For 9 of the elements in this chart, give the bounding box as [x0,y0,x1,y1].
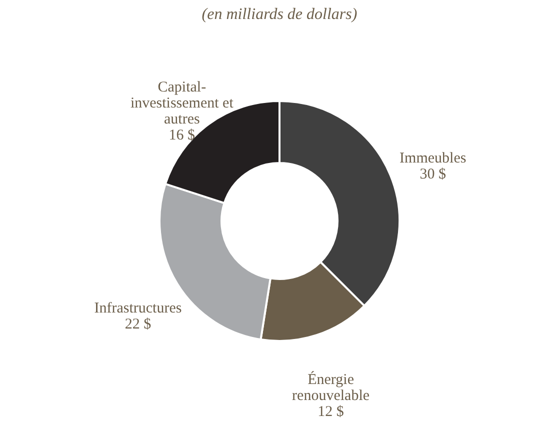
data-label: 30 $ [420,166,446,182]
slice-label: Énergie renouvelable [292,370,370,404]
data-label: 16 $ [168,128,196,144]
slice-label: Immeubles [400,150,466,166]
data-label: 12 $ [318,404,344,420]
slice-label: Infrastructures [94,300,182,317]
data-label: 22 $ [124,316,152,333]
chart-subtitle: (en milliards de dollars) [202,6,358,23]
slice-label: Capital-investissement et autres [130,80,234,128]
